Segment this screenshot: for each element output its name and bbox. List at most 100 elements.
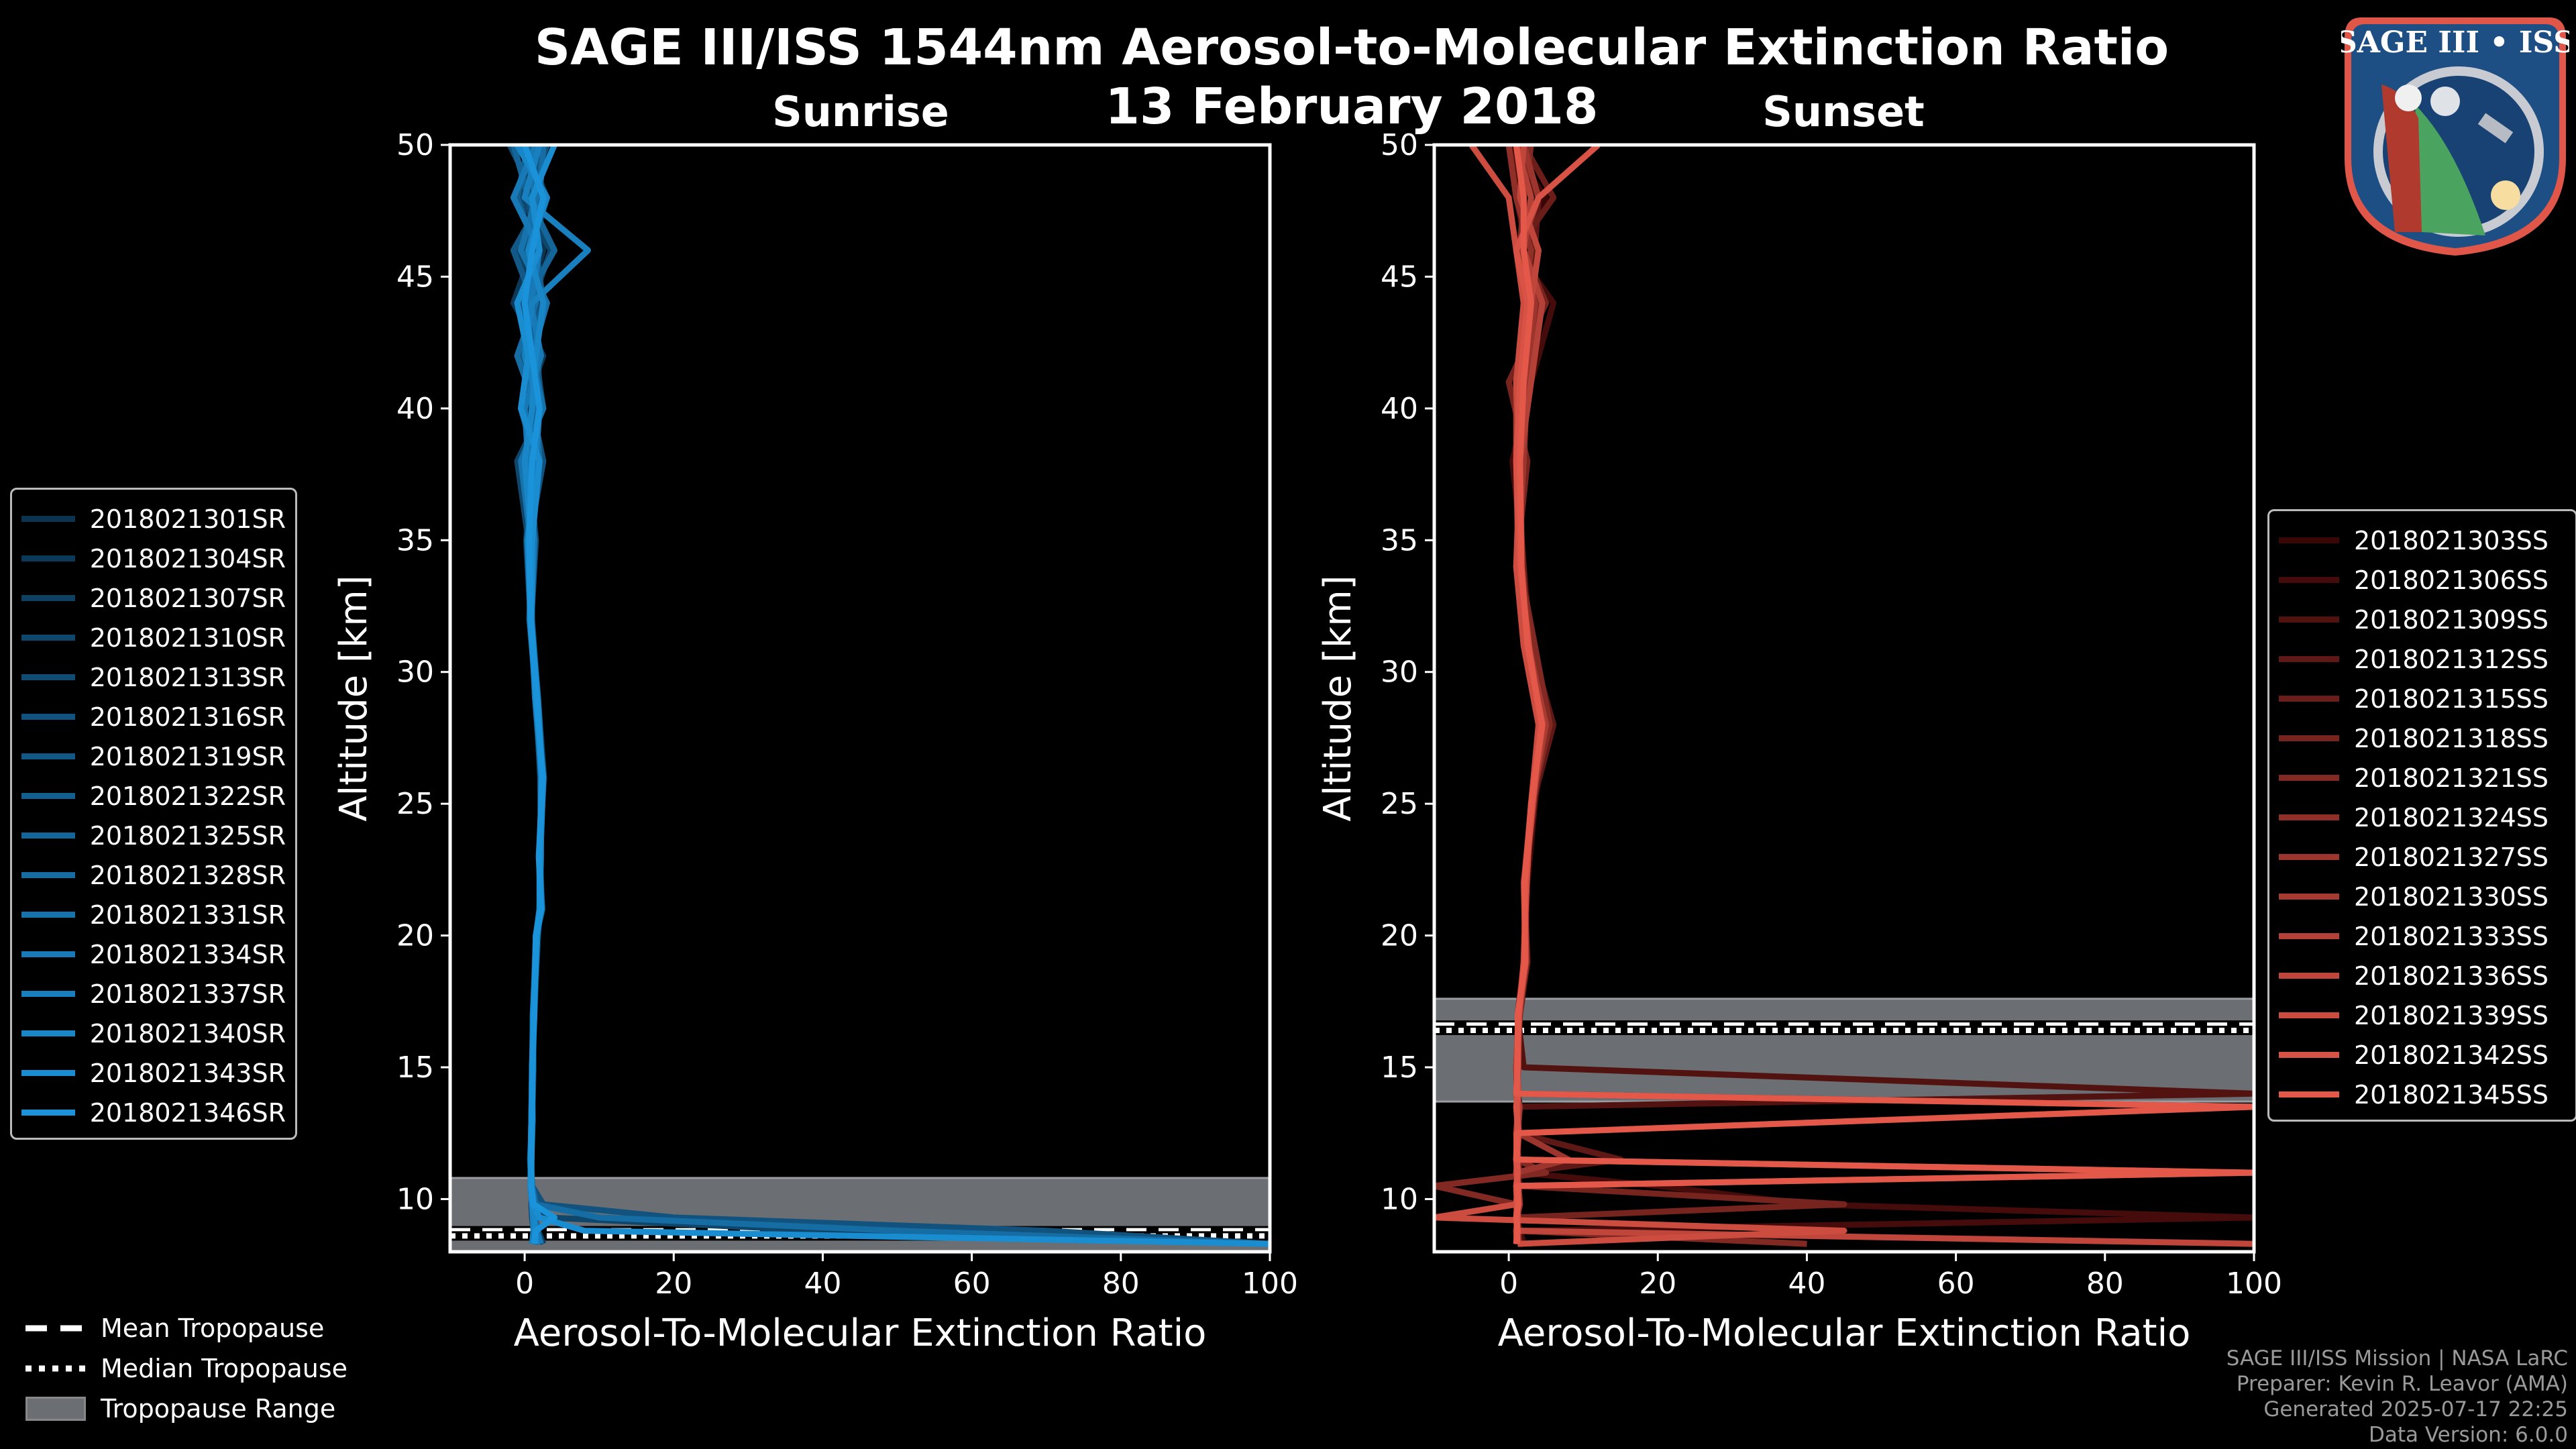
legend-line-icon	[2279, 1091, 2339, 1097]
y-tick-label: 30	[1381, 655, 1418, 690]
legend-line-icon	[21, 1030, 75, 1036]
legend-line-icon	[2279, 854, 2339, 860]
x-tick-label: 100	[2226, 1267, 2282, 1301]
legend-line-icon	[2279, 1052, 2339, 1058]
legend-line-icon	[21, 1110, 75, 1116]
legend-line-icon	[2279, 814, 2339, 820]
legend-label: 2018021306SS	[2354, 565, 2549, 595]
legend-item-2018021312SS: 2018021312SS	[2279, 639, 2566, 679]
sunset-axes: 0 20 40 60 80 100 10 15 20 25 30 35 40 45 50 Aerosol-To…	[1316, 128, 2282, 1355]
sunset-legend: 2018021303SS 2018021306SS 2018021309SS 2018…	[2267, 509, 2576, 1122]
series-line-2018021310SR	[514, 145, 1270, 1247]
legend-line-icon	[21, 793, 75, 799]
credit-mission: SAGE III/ISS Mission | NASA LaRC	[2226, 1346, 2568, 1371]
sunset-subtitle: Sunset	[1762, 87, 1925, 136]
credit-generated: Generated 2025-07-17 22:25	[2263, 1397, 2568, 1421]
range-swatch-icon	[25, 1397, 86, 1421]
legend-item-2018021307SR: 2018021307SR	[21, 578, 286, 618]
legend-label: 2018021333SS	[2354, 921, 2549, 951]
sunrise-legend: 2018021301SR 2018021304SR 2018021307SR 2018…	[10, 488, 297, 1140]
legend-line-icon	[21, 595, 75, 601]
legend-label: 2018021343SR	[89, 1058, 286, 1088]
legend-label: Mean Tropopause	[101, 1313, 325, 1343]
legend-item-2018021333SS: 2018021333SS	[2279, 916, 2566, 956]
legend-item-2018021340SR: 2018021340SR	[21, 1014, 286, 1053]
legend-label: 2018021313SR	[89, 662, 286, 692]
legend-line-icon	[21, 516, 75, 522]
legend-item-2018021310SR: 2018021310SR	[21, 618, 286, 657]
legend-item-2018021331SR: 2018021331SR	[21, 895, 286, 934]
plot-area	[450, 145, 1270, 1252]
x-tick-label: 40	[1788, 1267, 1825, 1301]
legend-line-icon	[2279, 775, 2339, 781]
series-line-2018021343SR	[514, 145, 1270, 1247]
legend-line-icon	[21, 555, 75, 561]
legend-label: 2018021328SR	[89, 860, 286, 890]
legend-mean-tropopause: Mean Tropopause	[25, 1308, 347, 1348]
legend-line-icon	[21, 872, 75, 878]
legend-line-icon	[2279, 933, 2339, 939]
y-tick-label: 40	[1381, 392, 1418, 426]
y-tick-label: 35	[396, 523, 434, 557]
x-tick-label: 80	[2086, 1267, 2124, 1301]
legend-line-icon	[21, 674, 75, 680]
legend-item-2018021301SR: 2018021301SR	[21, 499, 286, 539]
y-tick-label: 15	[396, 1051, 434, 1085]
legend-item-2018021309SS: 2018021309SS	[2279, 600, 2566, 639]
legend-item-2018021327SS: 2018021327SS	[2279, 837, 2566, 877]
x-tick-label: 100	[1242, 1267, 1298, 1301]
y-tick-label: 45	[396, 260, 434, 294]
y-tick-label: 10	[396, 1182, 434, 1216]
legend-line-icon	[2279, 696, 2339, 702]
y-axis-label: Altitude [km]	[332, 575, 376, 821]
sage-iii-iss-mission-logo: SAGE III • ISS	[2341, 17, 2569, 256]
legend-label: 2018021309SS	[2354, 604, 2549, 635]
series-line-2018021316SR	[518, 145, 1270, 1247]
legend-tropopause-range: Tropopause Range	[25, 1389, 347, 1429]
chart-title: SAGE III/ISS 1544nm Aerosol-to-Molecular…	[534, 19, 2169, 76]
legend-item-2018021321SS: 2018021321SS	[2279, 758, 2566, 798]
legend-item-2018021324SS: 2018021324SS	[2279, 798, 2566, 837]
y-axis-label: Altitude [km]	[1316, 575, 1360, 821]
legend-line-icon	[21, 1070, 75, 1076]
x-tick-label: 60	[1937, 1267, 1975, 1301]
y-tick-label: 25	[1381, 787, 1418, 821]
series-line-2018021345SS	[1513, 145, 2254, 1244]
legend-item-2018021316SR: 2018021316SR	[21, 697, 286, 737]
y-tick-label: 15	[1381, 1051, 1418, 1085]
plot-area	[1434, 145, 2254, 1247]
legend-label: 2018021310SR	[89, 623, 286, 653]
legend-line-icon	[2279, 537, 2339, 543]
legend-line-icon	[2279, 656, 2339, 662]
legend-item-2018021325SR: 2018021325SR	[21, 816, 286, 855]
y-tick-label: 35	[1381, 523, 1418, 557]
legend-label: 2018021324SS	[2354, 802, 2549, 833]
series-line-2018021346SR	[521, 145, 557, 1244]
legend-item-2018021304SR: 2018021304SR	[21, 539, 286, 578]
legend-label: Median Tropopause	[101, 1354, 347, 1383]
legend-item-2018021346SR: 2018021346SR	[21, 1093, 286, 1132]
legend-line-icon	[2279, 894, 2339, 900]
legend-item-2018021337SR: 2018021337SR	[21, 974, 286, 1014]
legend-item-2018021303SS: 2018021303SS	[2279, 521, 2566, 560]
legend-label: 2018021304SR	[89, 543, 286, 574]
legend-line-icon	[2279, 577, 2339, 583]
y-tick-label: 10	[1381, 1182, 1418, 1216]
chart-date: 13 February 2018	[1105, 78, 1599, 136]
x-tick-label: 0	[1499, 1267, 1518, 1301]
y-tick-label: 25	[396, 787, 434, 821]
legend-line-icon	[2279, 973, 2339, 979]
legend-item-2018021330SS: 2018021330SS	[2279, 877, 2566, 916]
legend-line-icon	[21, 714, 75, 720]
legend-item-2018021306SS: 2018021306SS	[2279, 560, 2566, 600]
legend-label: 2018021325SR	[89, 820, 286, 851]
legend-line-icon	[2279, 1012, 2339, 1018]
legend-item-2018021319SR: 2018021319SR	[21, 737, 286, 776]
legend-line-icon	[21, 833, 75, 839]
x-tick-label: 80	[1102, 1267, 1140, 1301]
series-line-2018021328SR	[514, 145, 1270, 1247]
tropopause-legend: Mean Tropopause Median Tropopause Tropop…	[25, 1308, 347, 1429]
legend-line-icon	[21, 753, 75, 759]
legend-line-icon	[21, 951, 75, 957]
